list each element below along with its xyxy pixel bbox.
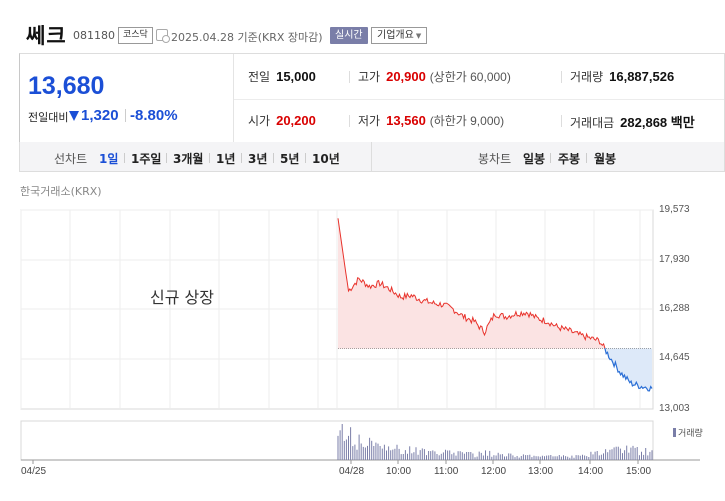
tab-1year[interactable]: 1년 xyxy=(216,152,236,166)
candle-chart-label: 봉차트 xyxy=(478,152,512,166)
x-tick-label: 11:00 xyxy=(434,466,459,477)
divider xyxy=(241,153,242,163)
trading-value: 282,868 백만 xyxy=(620,115,695,130)
divider xyxy=(125,109,126,122)
calendar-icon xyxy=(156,29,170,43)
divider xyxy=(349,115,350,127)
y-tick-label: 17,930 xyxy=(659,254,690,265)
open-cell: 시가 20,200 xyxy=(248,112,316,129)
x-tick-label: 04/28 xyxy=(339,466,365,477)
divider xyxy=(124,153,125,163)
x-tick-label: 14:00 xyxy=(578,466,604,477)
low-cell: 저가 13,560 (하한가 9,000) xyxy=(358,112,504,129)
volume-cell: 거래량 16,887,526 xyxy=(570,68,674,85)
x-tick-label: 13:00 xyxy=(528,466,554,477)
tab-1day[interactable]: 1일 xyxy=(99,152,119,166)
prev-close-label: 전일 xyxy=(248,70,271,84)
high-value: 20,900 xyxy=(386,69,426,84)
x-tick-label: 15:00 xyxy=(626,466,652,477)
divider xyxy=(586,153,587,163)
change-label: 전일대비 xyxy=(28,111,69,124)
change-amount: 1,320 xyxy=(81,107,119,124)
change-percent: -8.80% xyxy=(130,107,178,124)
tab-5year[interactable]: 5년 xyxy=(280,152,300,166)
new-listing-annotation: 신규 상장 xyxy=(150,288,214,307)
price-line-down xyxy=(604,348,653,392)
above-reference-fill xyxy=(338,218,652,349)
prev-close-cell: 전일 15,000 xyxy=(248,68,316,85)
tab-group-divider xyxy=(371,142,372,171)
trading-value-cell: 거래대금 282,868 백만 xyxy=(570,112,695,131)
company-overview-button[interactable]: 기업개요 ▼ xyxy=(371,27,428,44)
divider xyxy=(550,153,551,163)
volume-legend-label: 거래량 xyxy=(678,429,703,439)
divider xyxy=(349,71,350,83)
tab-monthly[interactable]: 월봉 xyxy=(594,152,617,166)
y-tick-label: 19,573 xyxy=(659,204,690,215)
x-tick-label: 10:00 xyxy=(386,466,412,477)
chevron-down-icon: ▼ xyxy=(415,32,422,40)
volume-value: 16,887,526 xyxy=(609,69,675,84)
divider xyxy=(209,153,210,163)
x-tick-label: 04/25 xyxy=(21,466,47,477)
y-tick-label: 16,288 xyxy=(659,303,690,314)
tab-3year[interactable]: 3년 xyxy=(248,152,268,166)
tab-weekly[interactable]: 주봉 xyxy=(558,152,581,166)
y-tick-label: 14,645 xyxy=(659,352,690,363)
divider xyxy=(561,115,562,127)
tab-10year[interactable]: 10년 xyxy=(312,152,340,166)
lower-limit: (하한가 9,000) xyxy=(429,114,505,128)
row-divider xyxy=(234,99,724,100)
stock-header: 쎄크 081180 코스닥 2025.04.28 기준(KRX 장마감) 실시간… xyxy=(0,0,725,52)
volume-swatch xyxy=(673,428,676,437)
trading-value-label: 거래대금 xyxy=(570,116,615,130)
stock-code: 081180 xyxy=(73,29,115,42)
tab-daily[interactable]: 일봉 xyxy=(523,152,546,166)
current-price-box: 13,680 전일대비 1,320 -8.80% xyxy=(20,54,234,142)
volume-label: 거래량 xyxy=(570,70,604,84)
divider xyxy=(305,153,306,163)
y-tick-label: 13,003 xyxy=(659,403,690,414)
below-reference-fill xyxy=(338,348,652,391)
tab-1week[interactable]: 1주일 xyxy=(131,152,162,166)
x-tick-label: 12:00 xyxy=(481,466,507,477)
high-label: 고가 xyxy=(358,70,381,84)
divider xyxy=(561,71,562,83)
stock-name: 쎄크 xyxy=(26,24,67,48)
company-overview-label: 기업개요 xyxy=(377,30,414,41)
current-price: 13,680 xyxy=(28,72,105,100)
low-value: 13,560 xyxy=(386,113,426,128)
prev-close-value: 15,000 xyxy=(276,69,316,84)
down-triangle-icon xyxy=(69,111,79,121)
volume-legend: 거래량 xyxy=(673,426,703,439)
base-date: 2025.04.28 기준(KRX 장마감) xyxy=(171,31,323,44)
divider xyxy=(166,153,167,163)
chart-period-tabs: 선차트 1일 1주일 3개월 1년 3년 5년 10년 봉차트 일봉 주봉 월봉 xyxy=(19,142,725,172)
upper-limit: (상한가 60,000) xyxy=(429,70,511,84)
high-cell: 고가 20,900 (상한가 60,000) xyxy=(358,68,511,85)
chart-source: 한국거래소(KRX) xyxy=(20,185,102,198)
tab-3month[interactable]: 3개월 xyxy=(173,152,204,166)
open-value: 20,200 xyxy=(276,113,316,128)
low-label: 저가 xyxy=(358,114,381,128)
realtime-button[interactable]: 실시간 xyxy=(330,27,368,44)
line-chart-label: 선차트 xyxy=(54,152,88,166)
volume-plot-frame xyxy=(20,420,654,461)
price-line-up xyxy=(337,218,606,349)
open-label: 시가 xyxy=(248,114,271,128)
market-badge: 코스닥 xyxy=(118,27,153,44)
divider xyxy=(273,153,274,163)
